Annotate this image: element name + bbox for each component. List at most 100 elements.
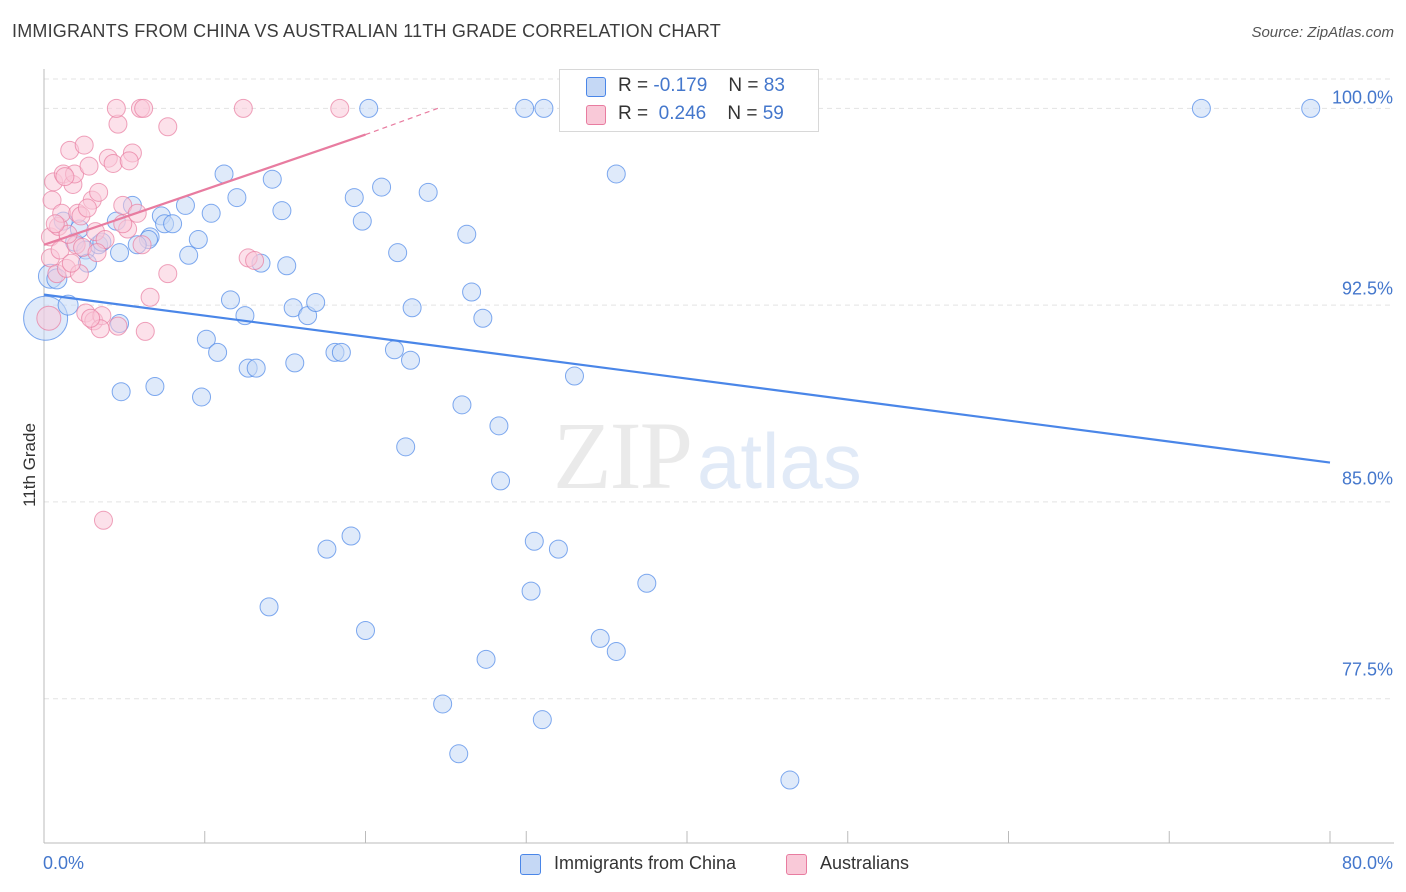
r-value: -0.179 xyxy=(653,75,708,96)
legend-swatch-china xyxy=(520,854,541,875)
china-point xyxy=(433,694,453,714)
legend-swatch-australians xyxy=(786,854,807,875)
china-point xyxy=(606,164,626,184)
china-point xyxy=(548,539,568,559)
china-point xyxy=(384,340,404,360)
china-point xyxy=(524,531,544,551)
china-point xyxy=(606,641,626,661)
china-point xyxy=(341,526,361,546)
china-point xyxy=(220,290,240,310)
y-tick-label: 85.0% xyxy=(1341,468,1393,489)
china-point xyxy=(457,224,477,244)
china-point xyxy=(449,744,469,764)
china-point xyxy=(145,376,165,396)
china-point xyxy=(402,298,422,318)
australians-point xyxy=(330,98,350,118)
n-value: 59 xyxy=(762,103,784,124)
china-point xyxy=(1301,98,1321,118)
china-point xyxy=(462,282,482,302)
australians-point xyxy=(45,214,65,234)
chart-title: IMMIGRANTS FROM CHINA VS AUSTRALIAN 11TH… xyxy=(12,21,721,41)
china-point xyxy=(418,182,438,202)
australians-point xyxy=(140,287,160,307)
china-point xyxy=(372,177,392,197)
china-point xyxy=(476,649,496,669)
y-tick-label: 77.5% xyxy=(1341,659,1393,680)
china-point xyxy=(515,98,535,118)
china-point xyxy=(201,203,221,223)
x-tick-label: 0.0% xyxy=(43,853,85,873)
china-point xyxy=(192,387,212,407)
china-point xyxy=(396,437,416,457)
china-point xyxy=(637,573,657,593)
australians-point xyxy=(55,167,75,187)
australians-point xyxy=(108,316,128,336)
legend-text: R = -0.179 N = 83 xyxy=(618,75,785,96)
china-point xyxy=(259,597,279,617)
china-point xyxy=(179,245,199,265)
china-point xyxy=(344,188,364,208)
australians-point xyxy=(42,190,62,210)
australians-point xyxy=(93,510,113,530)
y-tick-label: 100.0% xyxy=(1331,87,1393,108)
china-point xyxy=(246,358,266,378)
china-point xyxy=(473,308,493,328)
australians-trend-line xyxy=(43,133,366,246)
australians-point xyxy=(87,243,107,263)
china-point xyxy=(208,342,228,362)
n-value: 83 xyxy=(763,75,785,96)
australians-point xyxy=(61,253,81,273)
australians-point xyxy=(81,308,101,328)
watermark-atlas: atlas xyxy=(697,417,862,505)
australians-trend-extension xyxy=(365,107,439,136)
china-point xyxy=(188,230,208,250)
australians-point xyxy=(103,153,123,173)
stats-legend: R = -0.179 N = 83 R = 0.246 N = 59 xyxy=(559,69,819,132)
r-value: 0.246 xyxy=(658,103,707,124)
legend-swatch-australians xyxy=(586,105,606,125)
y-tick-label: 92.5% xyxy=(1341,278,1393,299)
legend-label: Australians xyxy=(820,853,910,873)
australians-point xyxy=(36,305,62,331)
australians-point xyxy=(108,114,128,134)
china-point xyxy=(262,169,282,189)
china-point xyxy=(227,188,247,208)
australians-point xyxy=(134,98,154,118)
china-point xyxy=(283,298,303,318)
australians-point xyxy=(89,182,109,202)
china-point xyxy=(780,770,800,790)
china-point xyxy=(57,294,79,316)
australians-point xyxy=(245,251,265,271)
china-point xyxy=(489,416,509,436)
china-point xyxy=(277,256,297,276)
australians-point xyxy=(158,264,178,284)
china-point xyxy=(111,382,131,402)
australians-point xyxy=(119,151,139,171)
watermark: ZIPatlas xyxy=(553,400,862,511)
legend-text: R = 0.246 N = 59 xyxy=(618,103,784,124)
china-point xyxy=(359,98,379,118)
china-point xyxy=(521,581,541,601)
australians-point xyxy=(233,98,253,118)
china-point xyxy=(352,211,372,231)
china-point xyxy=(356,620,375,640)
source-credit: Source: ZipAtlas.com xyxy=(1251,24,1394,41)
australians-point xyxy=(79,156,99,176)
china-point xyxy=(196,329,216,349)
watermark-zip: ZIP xyxy=(553,402,693,509)
china-point xyxy=(285,353,305,373)
china-point xyxy=(110,243,130,263)
legend-swatch-china xyxy=(586,77,606,97)
china-point xyxy=(564,366,584,386)
china-point xyxy=(401,350,421,370)
china-point xyxy=(272,201,292,221)
china-point xyxy=(532,710,552,730)
china-point xyxy=(306,293,326,313)
australians-point xyxy=(74,135,94,155)
australians-point xyxy=(135,321,155,341)
china-point xyxy=(590,628,610,648)
china-point xyxy=(388,243,408,263)
australians-point xyxy=(77,198,97,218)
australians-point xyxy=(106,98,126,118)
